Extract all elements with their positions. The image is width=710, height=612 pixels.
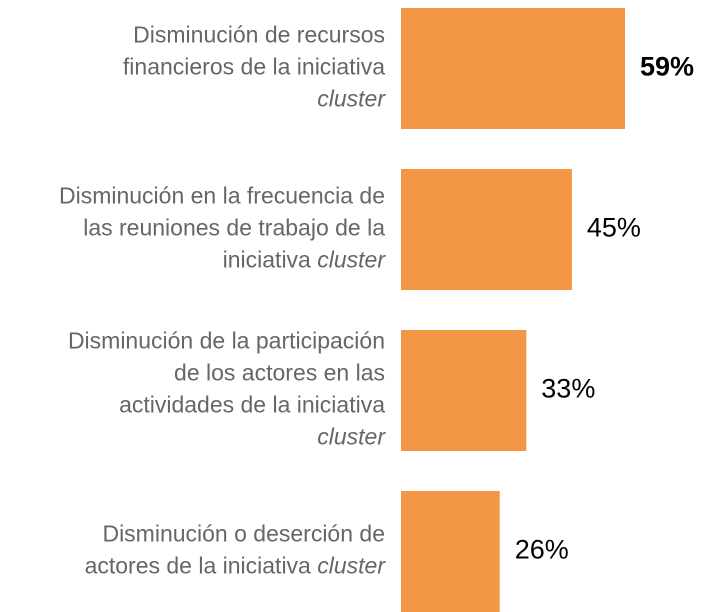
bar bbox=[401, 491, 500, 612]
bar bbox=[401, 8, 625, 129]
bar bbox=[401, 330, 527, 451]
category-label: Disminución en la frecuencia de bbox=[59, 183, 385, 209]
category-label: actividades de la iniciativa bbox=[119, 392, 385, 418]
category-label: iniciativa cluster bbox=[223, 247, 387, 273]
category-label: Disminución de la participación bbox=[68, 328, 385, 354]
category-label: actores de la iniciativa cluster bbox=[85, 553, 387, 579]
category-label: Disminución o deserción de bbox=[102, 521, 385, 547]
bar bbox=[401, 169, 572, 290]
category-label: de los actores en las bbox=[174, 360, 385, 386]
category-label: Disminución de recursos bbox=[133, 22, 385, 48]
category-label: cluster bbox=[317, 424, 386, 450]
value-label: 59% bbox=[640, 52, 694, 82]
value-label: 26% bbox=[515, 535, 569, 565]
value-label: 33% bbox=[541, 374, 595, 404]
category-label: financieros de la iniciativa bbox=[123, 54, 385, 80]
category-label: cluster bbox=[317, 86, 386, 112]
category-label: las reuniones de trabajo de la bbox=[83, 215, 385, 241]
value-label: 45% bbox=[587, 213, 641, 243]
